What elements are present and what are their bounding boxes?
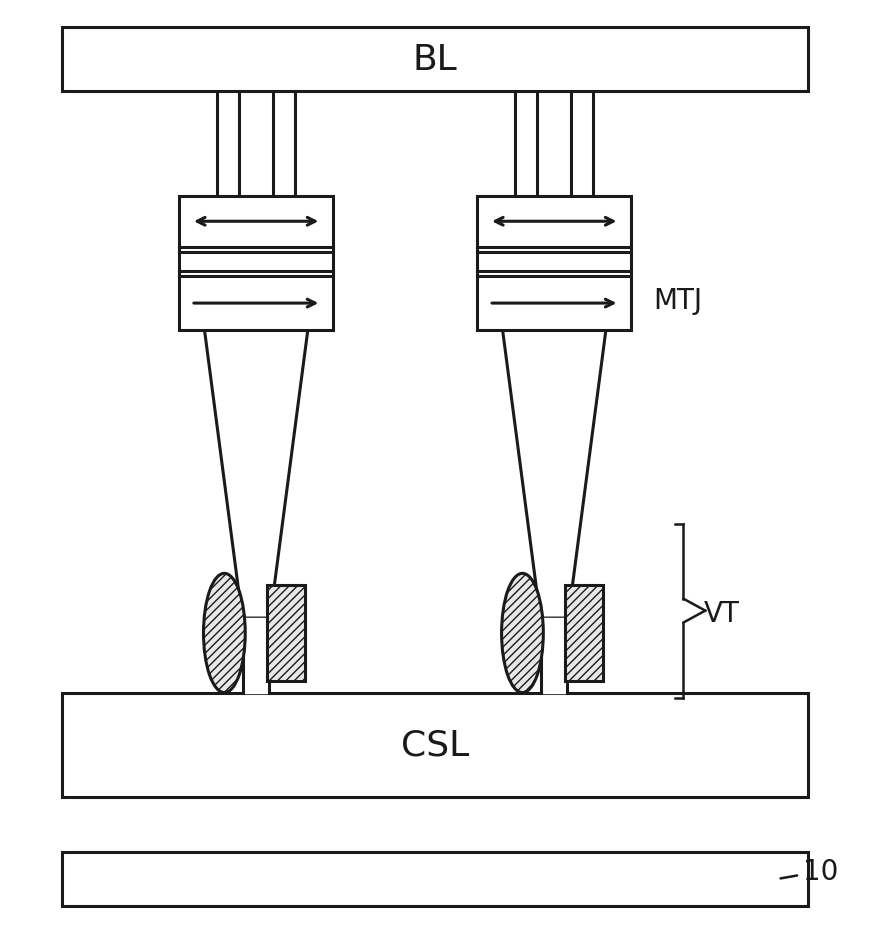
- Bar: [62, 693, 808, 797]
- Polygon shape: [571, 93, 593, 196]
- Text: CSL: CSL: [401, 728, 469, 762]
- Bar: [62, 851, 808, 906]
- Polygon shape: [541, 618, 567, 693]
- Polygon shape: [217, 93, 239, 196]
- Bar: [62, 27, 808, 93]
- Polygon shape: [204, 330, 308, 618]
- Ellipse shape: [203, 574, 245, 693]
- Text: BL: BL: [413, 43, 457, 77]
- Polygon shape: [503, 330, 606, 618]
- Bar: [267, 585, 305, 681]
- Bar: [179, 196, 333, 330]
- Ellipse shape: [502, 574, 543, 693]
- Text: MTJ: MTJ: [654, 287, 703, 314]
- Polygon shape: [244, 618, 269, 693]
- Text: 10: 10: [780, 857, 838, 885]
- Polygon shape: [273, 93, 295, 196]
- Bar: [478, 196, 631, 330]
- Bar: [565, 585, 603, 681]
- Text: VT: VT: [704, 599, 739, 628]
- Polygon shape: [515, 93, 538, 196]
